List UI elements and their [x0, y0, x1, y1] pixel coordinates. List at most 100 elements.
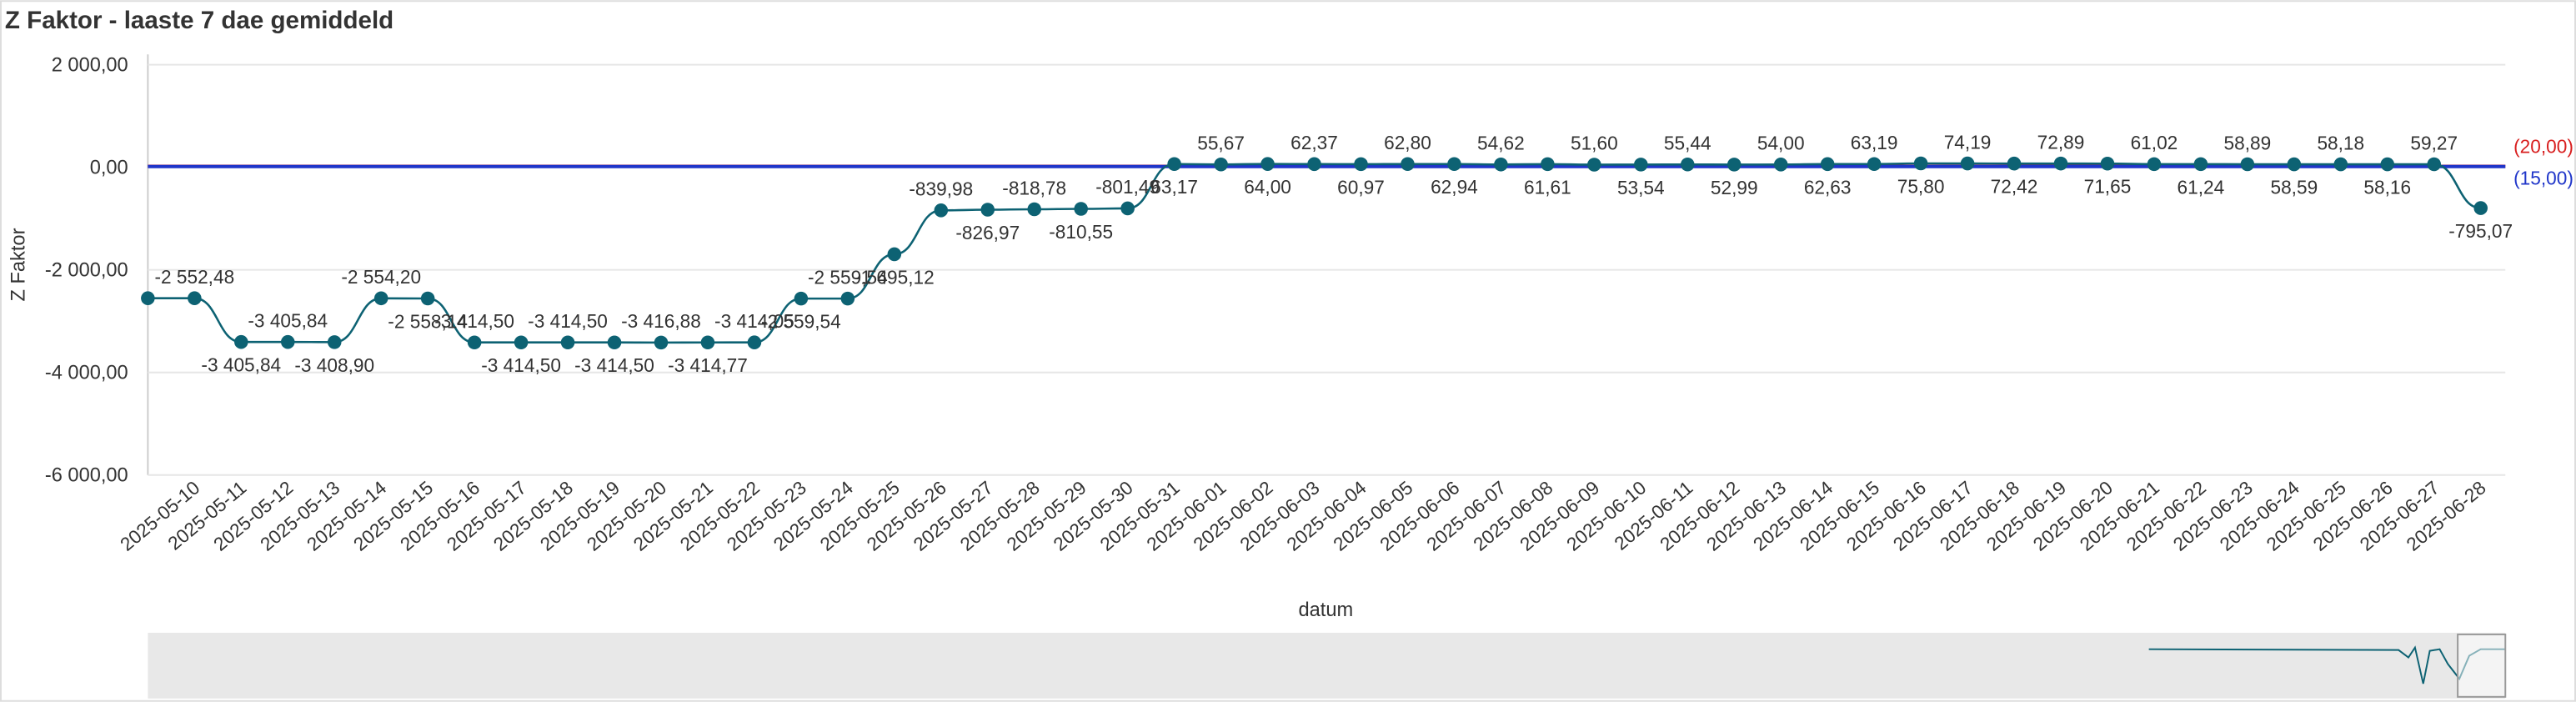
data-label: -3 414,50 — [434, 310, 514, 332]
data-point — [1074, 202, 1088, 216]
data-label: -818,78 — [1002, 177, 1066, 198]
data-label: 74,19 — [1944, 131, 1992, 153]
data-label: 62,80 — [1384, 132, 1431, 153]
data-point — [934, 203, 949, 218]
scrollbar-track[interactable] — [148, 632, 2506, 699]
data-point — [280, 334, 295, 349]
data-point — [1773, 158, 1788, 172]
data-label: -801,49 — [1095, 176, 1160, 198]
data-label: 63,17 — [1150, 176, 1198, 198]
data-point — [1727, 158, 1742, 172]
data-label: 62,37 — [1291, 132, 1338, 153]
data-point — [980, 203, 995, 217]
data-point — [2473, 201, 2488, 215]
data-label: -2 554,20 — [341, 266, 421, 288]
data-point — [1307, 157, 1321, 172]
data-point — [1680, 157, 1695, 172]
data-label: -1 695,12 — [854, 266, 935, 288]
data-point — [1634, 158, 1648, 172]
data-point — [700, 335, 715, 350]
data-label: -3 408,90 — [294, 354, 374, 376]
data-label: -2 559,54 — [808, 266, 888, 288]
data-point — [1214, 157, 1228, 172]
data-label: 58,89 — [2224, 132, 2272, 153]
y-tick-label: -6 000,00 — [45, 465, 128, 487]
data-label: 55,67 — [1197, 132, 1245, 153]
data-point — [2100, 156, 2115, 171]
data-point — [840, 291, 855, 306]
y-tick-label: -2 000,00 — [45, 260, 128, 282]
data-point — [560, 335, 575, 349]
data-point — [1913, 156, 1928, 171]
data-label: 61,24 — [2178, 176, 2225, 198]
data-point — [607, 335, 622, 349]
data-point — [2240, 157, 2255, 172]
chart-title: Z Faktor - laaste 7 dae gemiddeld — [5, 7, 393, 34]
data-point — [1260, 157, 1275, 171]
data-point — [2053, 156, 2068, 171]
data-label: -826,97 — [955, 222, 1020, 243]
data-label: 51,60 — [1571, 133, 1618, 154]
data-point — [2007, 156, 2022, 171]
data-label: 54,62 — [1477, 133, 1525, 154]
data-point — [2427, 157, 2442, 172]
data-point — [514, 335, 529, 349]
data-point — [1867, 157, 1882, 172]
data-label: 71,65 — [2084, 176, 2132, 198]
data-point — [1447, 157, 1461, 172]
data-label: 53,54 — [1617, 177, 1665, 198]
reference-label: (15,00) — [2513, 167, 2573, 188]
data-label: -3 414,50 — [528, 310, 608, 332]
data-label: -810,55 — [1049, 221, 1113, 243]
data-point — [327, 335, 342, 349]
data-label: 58,16 — [2363, 177, 2411, 198]
data-point — [2380, 157, 2395, 172]
data-point — [1541, 157, 1555, 172]
data-label: 55,44 — [1664, 132, 1711, 153]
data-label: 72,42 — [1991, 176, 2038, 198]
data-label: 62,63 — [1804, 176, 1852, 198]
data-label: -2 559,54 — [761, 311, 841, 333]
data-label: 62,94 — [1431, 176, 1478, 198]
data-point — [1120, 201, 1135, 216]
y-tick-label: 2 000,00 — [52, 54, 128, 76]
data-label: 61,02 — [2131, 132, 2178, 153]
data-point — [2193, 157, 2208, 172]
data-label: 60,97 — [1337, 176, 1385, 198]
y-axis-label: Z Faktor — [8, 228, 30, 301]
data-label: -2 552,48 — [154, 266, 234, 288]
data-point — [794, 291, 809, 306]
data-label: 64,00 — [1244, 176, 1291, 198]
data-label: -3 414,50 — [481, 354, 561, 376]
data-point — [1027, 202, 1042, 217]
data-point — [747, 335, 762, 349]
data-point — [2287, 157, 2302, 172]
data-label: 54,00 — [1757, 133, 1805, 154]
data-label: 72,89 — [2037, 131, 2085, 153]
data-point — [1820, 157, 1835, 172]
data-point — [1494, 158, 1508, 172]
data-label: -795,07 — [2448, 220, 2513, 242]
data-label: -3 414,77 — [668, 354, 748, 376]
data-label: -3 405,84 — [201, 354, 281, 376]
data-point — [1354, 157, 1368, 172]
scrollbar-thumb[interactable] — [2457, 633, 2507, 698]
data-point — [1167, 157, 1181, 172]
data-point — [654, 335, 669, 350]
data-label: -3 405,84 — [248, 309, 328, 331]
data-label: 52,99 — [1711, 177, 1758, 198]
x-axis-label: datum — [1298, 599, 1353, 621]
data-point — [467, 335, 482, 349]
data-point — [2147, 157, 2162, 172]
data-point — [373, 291, 388, 306]
data-point — [1587, 158, 1601, 172]
data-point — [141, 291, 155, 305]
data-point — [188, 291, 202, 305]
data-label: -3 414,50 — [574, 354, 654, 376]
y-tick-label: -4 000,00 — [45, 363, 128, 384]
data-point — [2333, 157, 2348, 172]
reference-label: (20,00) — [2513, 136, 2573, 158]
